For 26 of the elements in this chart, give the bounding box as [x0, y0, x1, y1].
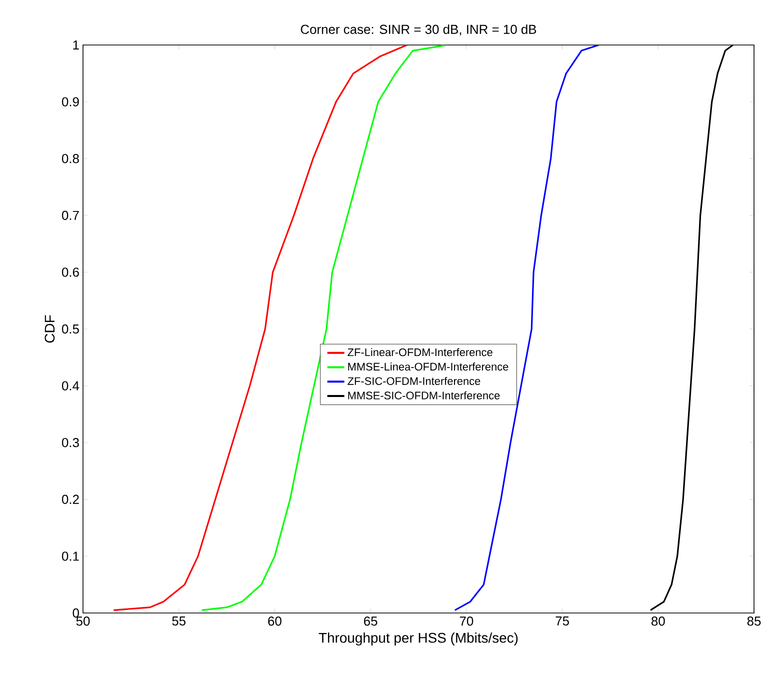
x-tick-label: 55 — [172, 616, 186, 626]
y-tick-label: 0.6 — [62, 268, 79, 277]
x-tick-label: 60 — [268, 616, 282, 626]
y-tick-label: 0.4 — [62, 381, 80, 390]
legend-label: MMSE-SIC-OFDM-Interference — [348, 391, 500, 400]
y-tick-label: 0 — [72, 608, 79, 618]
y-tick-label: 0.1 — [62, 552, 79, 561]
x-tick-label: 50 — [76, 616, 90, 626]
y-tick-label: 0.9 — [62, 97, 79, 106]
legend-label: ZF-Linear-OFDM-Interference — [348, 348, 492, 356]
y-tick-label: 0.3 — [62, 438, 79, 448]
x-tick-label: 75 — [556, 616, 569, 626]
y-tick-label: 0.8 — [62, 154, 79, 164]
legend-label: ZF-SIC-OFDM-Interference — [348, 376, 480, 385]
x-tick-label: 80 — [652, 616, 665, 626]
y-axis-title: CDF — [44, 315, 55, 343]
chart-title: Corner case: SINR = 30 dB, INR = 10 dB — [300, 24, 536, 36]
y-tick-label: 0.5 — [62, 324, 79, 334]
y-tick-label: 0.2 — [62, 494, 79, 504]
x-tick-label: 85 — [747, 616, 761, 626]
y-tick-label: 1 — [73, 40, 79, 50]
x-axis-title: Throughput per HSS (Mbits/sec) — [318, 632, 518, 646]
y-tick-label: 0.7 — [62, 210, 79, 220]
x-tick-label: 70 — [460, 616, 474, 626]
x-tick-label: 65 — [364, 616, 378, 626]
legend-label: MMSE-Linea-OFDM-Interference — [348, 362, 508, 371]
